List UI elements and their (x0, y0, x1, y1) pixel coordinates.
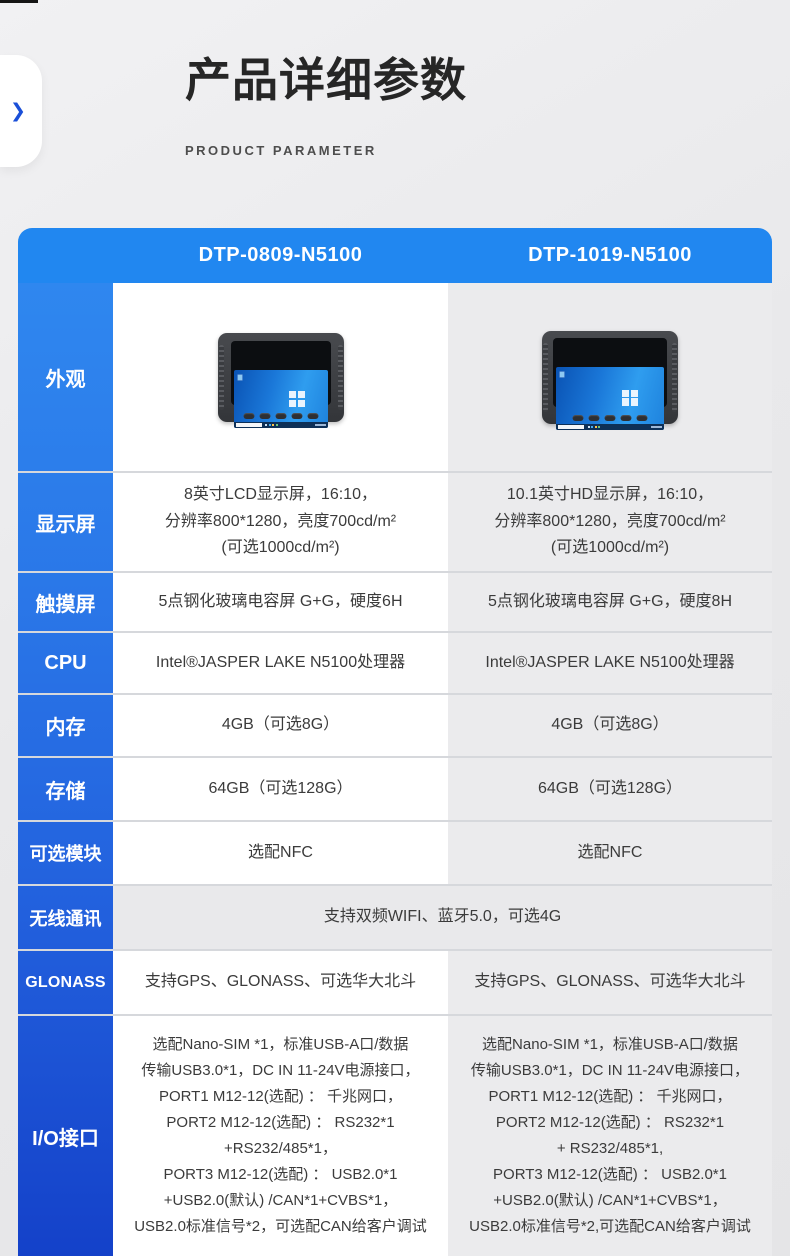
desktop-icon (237, 374, 242, 380)
chevron-right-icon: ❯ (10, 100, 26, 122)
table-header: DTP-0809-N5100 DTP-1019-N5100 (18, 228, 772, 283)
cell-display-dtp-1019: 10.1英寸HD显示屏，16:10， 分辨率800*1280，亮度700cd/m… (448, 473, 772, 571)
table-row-io-ports: I/O接口 选配Nano-SIM *1，标准USB-A口/数据 传输USB3.0… (18, 1014, 772, 1256)
cell-glonass-dtp-0809: 支持GPS、GLONASS、可选华大北斗 (113, 951, 448, 1014)
row-label-appearance: 外观 (45, 368, 86, 391)
table-row-touchscreen: 触摸屏 5点钢化玻璃电容屏 G+G，硬度6H 5点钢化玻璃电容屏 G+G，硬度8… (18, 571, 772, 631)
column-header-dtp-0809: DTP-0809-N5100 (198, 244, 363, 266)
cell-wireless-merged: 支持双频WIFI、蓝牙5.0，可选4G (113, 886, 772, 949)
system-tray (314, 423, 326, 426)
cell-cpu-dtp-1019: Intel®JASPER LAKE N5100处理器 (448, 633, 772, 693)
search-bar (235, 422, 262, 427)
product-image-dtp-1019 (542, 330, 678, 430)
cell-appearance-dtp-1019 (448, 283, 772, 471)
row-label-io-ports: I/O接口 (32, 1127, 99, 1150)
cell-io-ports-dtp-0809: 选配Nano-SIM *1，标准USB-A口/数据 传输USB3.0*1，DC … (113, 1016, 448, 1256)
taskbar (233, 421, 328, 428)
windows-logo-icon (622, 389, 639, 406)
table-row-optional-module: 可选模块 选配NFC 选配NFC (18, 820, 772, 884)
windows-wallpaper (233, 369, 328, 428)
table-body: 外观 (18, 283, 772, 1256)
spec-table: DTP-0809-N5100 DTP-1019-N5100 外观 (18, 228, 772, 1256)
taskbar (556, 423, 664, 430)
product-image-dtp-0809 (217, 332, 344, 428)
cell-storage-dtp-0809: 64GB（可选128G） (113, 758, 448, 820)
desktop-icon (560, 371, 564, 377)
search-bar (558, 424, 584, 429)
windows-logo-icon (288, 390, 305, 407)
side-drawer-tab[interactable]: ❯ (0, 55, 42, 167)
top-left-black-strip (0, 0, 38, 3)
cell-touchscreen-dtp-1019: 5点钢化玻璃电容屏 G+G，硬度8H (448, 573, 772, 631)
row-label-wireless: 无线通讯 (29, 908, 102, 929)
tablet-buttons (243, 412, 318, 419)
title-block: 产品详细参数 PRODUCT PARAMETER (185, 54, 467, 158)
tablet-screen (553, 337, 667, 430)
table-row-appearance: 外观 (18, 283, 772, 471)
cell-touchscreen-dtp-0809: 5点钢化玻璃电容屏 G+G，硬度6H (113, 573, 448, 631)
cell-memory-dtp-0809: 4GB（可选8G） (113, 695, 448, 756)
tablet-screen (230, 340, 331, 428)
row-label-touchscreen: 触摸屏 (35, 593, 96, 616)
column-header-dtp-1019: DTP-1019-N5100 (528, 244, 692, 266)
row-label-cpu: CPU (44, 651, 87, 674)
row-label-display: 显示屏 (35, 513, 96, 536)
cell-display-dtp-0809: 8英寸LCD显示屏，16:10， 分辨率800*1280，亮度700cd/m² … (113, 473, 448, 571)
row-label-memory: 内存 (45, 717, 86, 739)
header-spacer (18, 228, 113, 283)
cell-storage-dtp-1019: 64GB（可选128G） (448, 758, 772, 820)
table-row-glonass: GLONASS 支持GPS、GLONASS、可选华大北斗 支持GPS、GLONA… (18, 949, 772, 1014)
table-row-cpu: CPU Intel®JASPER LAKE N5100处理器 Intel®JAS… (18, 631, 772, 693)
row-label-optional-module: 可选模块 (29, 844, 102, 864)
cell-memory-dtp-1019: 4GB（可选8G） (448, 695, 772, 756)
table-row-wireless: 无线通讯 支持双频WIFI、蓝牙5.0，可选4G (18, 884, 772, 949)
tablet-buttons (572, 414, 648, 421)
page-subtitle: PRODUCT PARAMETER (185, 142, 377, 158)
row-label-glonass: GLONASS (25, 973, 106, 991)
page-title: 产品详细参数 (185, 54, 467, 106)
table-row-display: 显示屏 8英寸LCD显示屏，16:10， 分辨率800*1280，亮度700cd… (18, 471, 772, 571)
row-label-storage: 存储 (45, 780, 86, 803)
cell-cpu-dtp-0809: Intel®JASPER LAKE N5100处理器 (113, 633, 448, 693)
cell-io-ports-dtp-1019: 选配Nano-SIM *1，标准USB-A口/数据 传输USB3.0*1，DC … (448, 1016, 772, 1256)
cell-optional-module-dtp-0809: 选配NFC (113, 822, 448, 884)
system-tray (651, 425, 662, 428)
table-row-memory: 内存 4GB（可选8G） 4GB（可选8G） (18, 693, 772, 756)
table-row-storage: 存储 64GB（可选128G） 64GB（可选128G） (18, 756, 772, 820)
cell-optional-module-dtp-1019: 选配NFC (448, 822, 772, 884)
cell-glonass-dtp-1019: 支持GPS、GLONASS、可选华大北斗 (448, 951, 772, 1014)
cell-appearance-dtp-0809 (113, 283, 448, 471)
